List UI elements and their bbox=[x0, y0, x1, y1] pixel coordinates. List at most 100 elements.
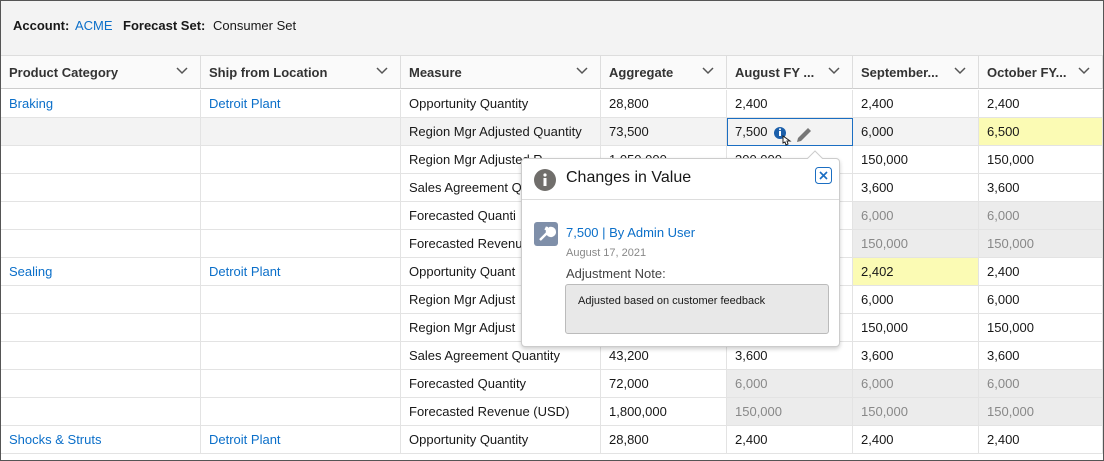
cell-text: 6,000 bbox=[861, 208, 894, 223]
table-cell: 150,000 bbox=[979, 146, 1103, 174]
header-bar: Account: ACME Forecast Set: Consumer Set bbox=[1, 1, 1103, 56]
cell-text: 2,400 bbox=[861, 96, 894, 111]
table-cell bbox=[201, 342, 401, 370]
table-cell bbox=[201, 202, 401, 230]
column-header[interactable]: October FY... bbox=[979, 56, 1103, 89]
table-cell: 2,402 bbox=[853, 258, 979, 286]
cell-text: 6,000 bbox=[987, 208, 1020, 223]
cell-text: Forecasted Quanti bbox=[409, 208, 516, 223]
cell-text: Region Mgr Adjusted R bbox=[409, 152, 543, 167]
cell-text: 6,500 bbox=[987, 124, 1020, 139]
cell-text: 6,000 bbox=[861, 292, 894, 307]
cell-text: 150,000 bbox=[861, 236, 908, 251]
cell-text: 3,600 bbox=[861, 348, 894, 363]
cell-text: 150,000 bbox=[861, 404, 908, 419]
edit-cell-focus bbox=[727, 118, 853, 146]
cell-link[interactable]: Braking bbox=[9, 96, 54, 111]
table-cell: 3,600 bbox=[853, 342, 979, 370]
chevron[interactable] bbox=[376, 67, 388, 75]
table-cell: 6,500 bbox=[979, 118, 1103, 146]
table-cell bbox=[201, 370, 401, 398]
chevron[interactable] bbox=[176, 67, 188, 75]
table-cell: Shocks & Struts bbox=[1, 426, 201, 454]
table-cell: 28,800 bbox=[601, 90, 727, 118]
cell-text: 1,800,000 bbox=[609, 404, 667, 419]
wrench-icon bbox=[534, 222, 558, 246]
chevron[interactable] bbox=[576, 67, 588, 75]
cell-text: Opportunity Quantity bbox=[409, 432, 529, 447]
cell-text: 28,800 bbox=[609, 96, 649, 111]
table-cell: Opportunity Quantity bbox=[401, 90, 601, 118]
table-cell: 150,000 bbox=[853, 230, 979, 258]
table-cell: 28,800 bbox=[601, 426, 727, 454]
account-label: Account: bbox=[13, 18, 70, 33]
table-cell: Opportunity Quantity bbox=[401, 426, 601, 454]
cell-text: 150,000 bbox=[861, 152, 908, 167]
column-header[interactable]: August FY ... bbox=[727, 56, 853, 89]
cell-text: 2,400 bbox=[987, 96, 1020, 111]
table-cell: 150,000 bbox=[979, 230, 1103, 258]
cell-text: 3,600 bbox=[987, 348, 1020, 363]
cell-text: 7,500 bbox=[735, 124, 768, 139]
cell-link[interactable]: Detroit Plant bbox=[209, 264, 281, 279]
cell-text: Sales Agreement Quantity bbox=[409, 348, 561, 363]
table-cell: 150,000 bbox=[853, 314, 979, 342]
cell-link[interactable]: Shocks & Struts bbox=[9, 432, 102, 447]
forecast-set-label: Forecast Set: bbox=[123, 18, 206, 33]
table-cell: Forecasted Revenue (USD) bbox=[401, 398, 601, 426]
table-cell: 6,000 bbox=[853, 370, 979, 398]
cell-text: 2,400 bbox=[987, 264, 1020, 279]
cell-text: 6,000 bbox=[861, 376, 894, 391]
cell-text: Region Mgr Adjusted Quantity bbox=[409, 124, 582, 139]
column-header[interactable]: Ship from Location bbox=[201, 56, 401, 89]
chevron[interactable] bbox=[954, 67, 966, 75]
close-button[interactable] bbox=[815, 167, 832, 184]
info-icon bbox=[534, 169, 556, 191]
table-cell: 3,600 bbox=[979, 342, 1103, 370]
chevron[interactable] bbox=[1078, 67, 1090, 75]
column-header[interactable]: Measure bbox=[401, 56, 601, 89]
popover-arrow bbox=[806, 150, 824, 160]
change-link[interactable]: 7,500 | By Admin User bbox=[566, 225, 696, 240]
note-text: Adjusted based on customer feedback bbox=[578, 295, 766, 307]
table-cell: 6,000 bbox=[853, 118, 979, 146]
table-cell bbox=[1, 286, 201, 314]
cell-link[interactable]: Detroit Plant bbox=[209, 96, 281, 111]
table-cell: 2,400 bbox=[853, 90, 979, 118]
table-cell: Detroit Plant bbox=[201, 426, 401, 454]
table-cell bbox=[1, 314, 201, 342]
table-cell: 1,800,000 bbox=[601, 398, 727, 426]
table-cell: 3,600 bbox=[853, 174, 979, 202]
cell-text: 3,600 bbox=[735, 348, 768, 363]
cell-text: 150,000 bbox=[861, 320, 908, 335]
table-cell: 150,000 bbox=[979, 314, 1103, 342]
account-link[interactable]: ACME bbox=[75, 18, 113, 33]
cell-text: 150,000 bbox=[987, 320, 1034, 335]
column-header[interactable]: September... bbox=[853, 56, 979, 89]
table-cell: 2,400 bbox=[979, 426, 1103, 454]
note-textarea: Adjusted based on customer feedback bbox=[565, 284, 829, 334]
table-cell: Region Mgr Adjusted Quantity bbox=[401, 118, 601, 146]
cell-link[interactable]: Sealing bbox=[9, 264, 53, 279]
cell-text: Opportunity Quant bbox=[409, 264, 516, 279]
table-cell: Sales Agreement Quantity bbox=[401, 342, 601, 370]
column-header[interactable]: Product Category bbox=[1, 56, 201, 89]
cell-text: Forecasted Revenue (USD) bbox=[409, 404, 570, 419]
column-header-text: October FY... bbox=[987, 65, 1067, 80]
chevron[interactable] bbox=[702, 67, 714, 75]
table-cell bbox=[201, 398, 401, 426]
cell-text: 150,000 bbox=[987, 236, 1034, 251]
table-cell: Detroit Plant bbox=[201, 90, 401, 118]
table-cell bbox=[1, 118, 201, 146]
table-cell: 43,200 bbox=[601, 342, 727, 370]
table-cell bbox=[1, 342, 201, 370]
column-header-text: August FY ... bbox=[735, 65, 815, 80]
cell-link[interactable]: Detroit Plant bbox=[209, 432, 281, 447]
table-cell: 150,000 bbox=[853, 398, 979, 426]
table-cell bbox=[1, 398, 201, 426]
popover-title: Changes in Value bbox=[566, 169, 692, 186]
chevron[interactable] bbox=[828, 67, 840, 75]
change-date: August 17, 2021 bbox=[566, 247, 647, 259]
column-header[interactable]: Aggregate bbox=[601, 56, 727, 89]
